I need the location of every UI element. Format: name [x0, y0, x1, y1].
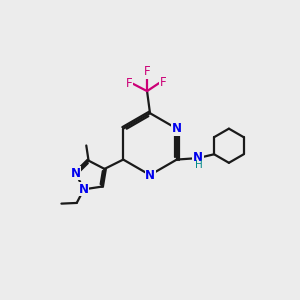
Text: N: N — [193, 151, 203, 164]
Text: N: N — [172, 122, 182, 135]
Text: F: F — [160, 76, 166, 89]
Text: N: N — [79, 183, 89, 196]
Text: F: F — [144, 65, 150, 79]
Text: F: F — [126, 77, 132, 90]
Text: N: N — [145, 169, 155, 182]
Text: H: H — [195, 160, 203, 170]
Text: N: N — [71, 167, 81, 180]
